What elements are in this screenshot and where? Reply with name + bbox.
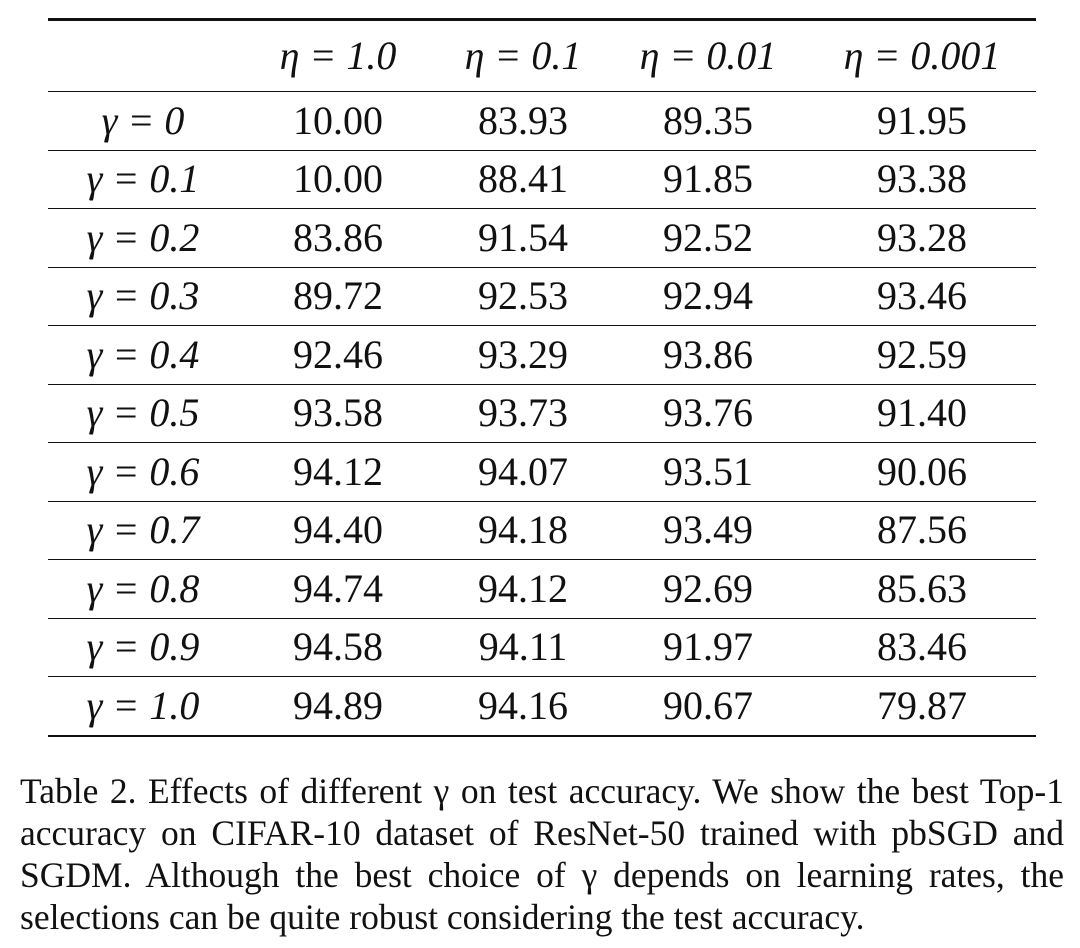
table-cell: 94.74 [293,565,383,611]
table-body: γ = 0 10.00 83.93 89.35 91.95 γ = 0.1 10.00 88.… [48,92,1036,736]
table-cell: 92.46 [293,331,383,377]
table-cell: 91.95 [877,97,967,143]
table-cell: 93.29 [478,331,568,377]
table-cell: 92.94 [663,273,753,319]
row-header: γ = 0.2 [86,214,200,260]
table-cell: 93.86 [663,331,753,377]
table-row: γ = 0.7 94.40 94.18 93.49 87.56 [48,501,1036,560]
results-table-container: η = 1.0 η = 0.1 η = 0.01 η = 0.001 γ = 0… [48,18,1036,737]
row-header: γ = 0.7 [86,507,200,553]
table-cell: 91.40 [877,390,967,436]
table-cell: 91.54 [478,214,568,260]
table-row: γ = 0.6 94.12 94.07 93.51 90.06 [48,443,1036,501]
row-header: γ = 0.5 [86,390,200,436]
table-cell: 94.07 [478,448,568,494]
column-header: η = 1.0 [279,33,397,78]
table-row: γ = 0.2 83.86 91.54 92.52 93.28 [48,209,1036,267]
column-header: η = 0.001 [843,33,1001,78]
table-cell: 93.58 [293,390,383,436]
row-header: γ = 0.3 [86,273,200,319]
column-header: η = 0.01 [639,33,777,78]
table-cell: 94.58 [293,624,383,670]
table-cell: 83.46 [877,624,967,670]
table-cell: 94.12 [293,448,383,494]
table-row: γ = 0.9 94.58 94.11 91.97 83.46 [48,618,1036,677]
table-cell: 10.00 [293,97,383,143]
table-cell: 92.52 [663,214,753,260]
table-cell: 94.18 [478,507,568,553]
table-cell: 92.59 [877,331,967,377]
table-cell: 91.97 [663,624,753,670]
results-table: η = 1.0 η = 0.1 η = 0.01 η = 0.001 γ = 0… [48,18,1036,737]
table-cell: 89.35 [663,97,753,143]
table-row: γ = 0 10.00 83.93 89.35 91.95 [48,92,1036,150]
table-row: γ = 0.8 94.74 94.12 92.69 85.63 [48,560,1036,618]
table-cell: 91.85 [663,156,753,202]
table-header-row: η = 1.0 η = 0.1 η = 0.01 η = 0.001 [48,19,1036,92]
row-header: γ = 0.6 [86,448,200,494]
row-header: γ = 0.1 [86,156,200,202]
table-row: γ = 0.3 89.72 92.53 92.94 93.46 [48,267,1036,326]
table-cell: 79.87 [877,682,967,728]
table-cell: 10.00 [293,156,383,202]
table-cell: 89.72 [293,273,383,319]
table-cell: 93.73 [478,390,568,436]
row-header: γ = 0.8 [86,565,200,611]
row-header: γ = 0 [101,97,185,143]
table-row: γ = 0.5 93.58 93.73 93.76 91.40 [48,384,1036,443]
table-cell: 93.51 [663,448,753,494]
table-cell: 93.76 [663,390,753,436]
table-cell: 92.53 [478,273,568,319]
row-header: γ = 1.0 [86,682,200,728]
table-cell: 92.69 [663,565,753,611]
column-header: η = 0.1 [464,33,582,78]
table-cell: 85.63 [877,565,967,611]
table-cell: 94.89 [293,682,383,728]
table-cell: 94.40 [293,507,383,553]
table-cell: 93.46 [877,273,967,319]
table-cell: 93.28 [877,214,967,260]
table-cell: 94.16 [478,682,568,728]
table-cell: 87.56 [877,507,967,553]
table-cell: 88.41 [478,156,568,202]
table-row: γ = 0.1 10.00 88.41 91.85 93.38 [48,150,1036,209]
table-cell: 83.86 [293,214,383,260]
table-cell: 90.06 [877,448,967,494]
table-row: γ = 0.4 92.46 93.29 93.86 92.59 [48,326,1036,384]
table-cell: 83.93 [478,97,568,143]
table-cell: 93.38 [877,156,967,202]
table-cell: 90.67 [663,682,753,728]
table-caption: Table 2. Effects of different γ on test … [20,771,1064,937]
corner-cell [48,20,238,92]
row-header: γ = 0.4 [86,331,200,377]
table-row: γ = 1.0 94.89 94.16 90.67 79.87 [48,677,1036,736]
table-cell: 94.11 [478,624,568,670]
table-cell: 93.49 [663,507,753,553]
table-cell: 94.12 [478,565,568,611]
row-header: γ = 0.9 [86,624,200,670]
